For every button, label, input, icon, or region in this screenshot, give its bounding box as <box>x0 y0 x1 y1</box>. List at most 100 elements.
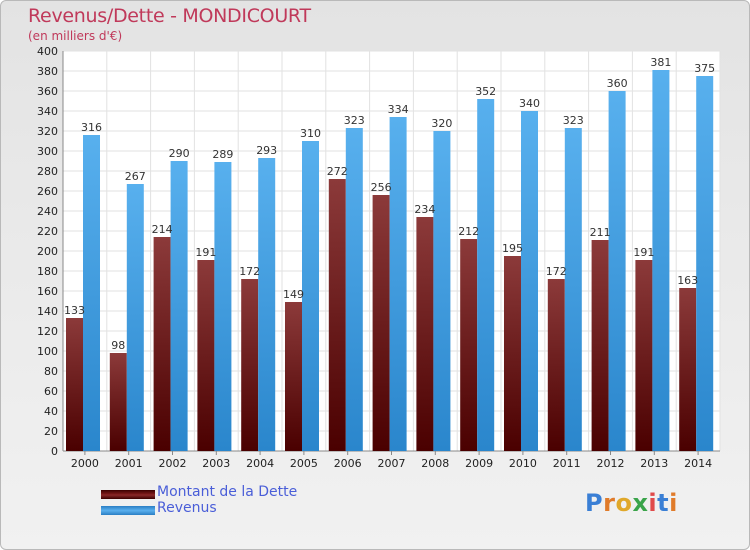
y-tick-label: 300 <box>37 145 58 158</box>
x-tick-label: 2003 <box>202 457 230 470</box>
bar-revenue <box>126 184 144 451</box>
bar-debt <box>109 353 127 451</box>
y-tick-label: 160 <box>37 285 58 298</box>
x-tick-label: 2014 <box>684 457 712 470</box>
data-label-revenue: 375 <box>694 62 715 75</box>
data-label-revenue: 316 <box>81 121 102 134</box>
y-tick-label: 260 <box>37 185 58 198</box>
y-tick-label: 240 <box>37 205 58 218</box>
data-label-debt: 172 <box>546 265 567 278</box>
bar-debt <box>635 260 653 451</box>
data-label-debt: 272 <box>327 165 348 178</box>
proxiti-logo: Proxiti <box>585 489 678 517</box>
y-tick-label: 20 <box>44 425 58 438</box>
bar-revenue <box>564 128 582 451</box>
data-label-revenue: 352 <box>475 85 496 98</box>
bar-revenue <box>389 117 407 451</box>
logo-letter: P <box>585 489 604 517</box>
bar-debt <box>460 239 478 451</box>
data-label-debt: 234 <box>414 203 435 216</box>
bar-revenue <box>696 76 714 451</box>
bar-debt <box>241 279 259 451</box>
x-tick-label: 2012 <box>597 457 625 470</box>
y-tick-label: 360 <box>37 85 58 98</box>
y-tick-label: 0 <box>51 445 58 458</box>
bar-revenue <box>608 91 626 451</box>
legend-label-debt: Montant de la Dette <box>157 484 298 500</box>
bar-debt <box>372 195 390 451</box>
data-label-revenue: 289 <box>212 148 233 161</box>
x-tick-label: 2009 <box>465 457 493 470</box>
bar-revenue <box>302 141 319 451</box>
bar-debt <box>153 237 171 451</box>
x-tick-label: 2008 <box>421 457 449 470</box>
data-label-revenue: 381 <box>650 56 671 69</box>
y-tick-label: 40 <box>44 405 58 418</box>
data-label-revenue: 340 <box>519 97 540 110</box>
data-label-revenue: 290 <box>169 147 190 160</box>
x-tick-label: 2007 <box>378 457 406 470</box>
data-label-debt: 256 <box>371 181 392 194</box>
bar-revenue <box>345 128 363 451</box>
bar-debt <box>328 179 346 451</box>
y-tick-label: 220 <box>37 225 58 238</box>
data-label-debt: 133 <box>64 304 85 317</box>
data-label-revenue: 323 <box>344 114 365 127</box>
y-tick-label: 100 <box>37 345 58 358</box>
x-tick-label: 2000 <box>71 457 99 470</box>
data-label-debt: 214 <box>152 223 173 236</box>
data-label-debt: 163 <box>677 274 698 287</box>
y-tick-label: 80 <box>44 365 58 378</box>
data-label-debt: 191 <box>633 246 654 259</box>
data-label-debt: 172 <box>239 265 260 278</box>
data-label-debt: 98 <box>111 339 125 352</box>
data-label-revenue: 360 <box>607 77 628 90</box>
data-label-debt: 195 <box>502 242 523 255</box>
logo-letter: r <box>603 489 616 517</box>
y-tick-label: 320 <box>37 125 58 138</box>
data-label-revenue: 310 <box>300 127 321 140</box>
bar-debt <box>66 318 83 451</box>
bar-revenue <box>170 161 188 451</box>
x-tick-label: 2010 <box>509 457 537 470</box>
x-tick-label: 2006 <box>334 457 362 470</box>
logo-letter: i <box>648 489 658 517</box>
bar-debt <box>416 217 434 451</box>
bar-debt <box>679 288 697 451</box>
bar-revenue <box>433 131 451 451</box>
y-tick-label: 380 <box>37 65 58 78</box>
x-tick-label: 2005 <box>290 457 318 470</box>
y-tick-label: 340 <box>37 105 58 118</box>
data-label-revenue: 323 <box>563 114 584 127</box>
data-label-revenue: 334 <box>388 103 409 116</box>
bar-debt <box>547 279 565 451</box>
data-label-debt: 191 <box>195 246 216 259</box>
bar-revenue <box>83 135 100 451</box>
data-label-revenue: 267 <box>125 170 146 183</box>
bar-revenue <box>214 162 232 451</box>
data-label-debt: 149 <box>283 288 304 301</box>
logo-letter: x <box>632 489 649 517</box>
legend-label-revenue: Revenus <box>157 500 217 516</box>
data-label-debt: 211 <box>590 226 611 239</box>
logo-letter: t <box>657 489 670 517</box>
y-tick-label: 280 <box>37 165 58 178</box>
logo-letter: i <box>669 489 678 517</box>
bar-debt <box>197 260 215 451</box>
x-tick-label: 2004 <box>246 457 274 470</box>
bar-debt <box>285 302 302 451</box>
data-label-debt: 212 <box>458 225 479 238</box>
bar-revenue <box>258 158 276 451</box>
bar-debt <box>591 240 609 451</box>
logo-letter: o <box>615 489 633 517</box>
y-tick-label: 120 <box>37 325 58 338</box>
bar-revenue <box>521 111 538 451</box>
y-tick-label: 200 <box>37 245 58 258</box>
bar-debt <box>504 256 521 451</box>
chart-subtitle: (en milliers d'€) <box>28 29 123 43</box>
y-tick-label: 180 <box>37 265 58 278</box>
data-label-revenue: 293 <box>256 144 277 157</box>
y-tick-label: 60 <box>44 385 58 398</box>
